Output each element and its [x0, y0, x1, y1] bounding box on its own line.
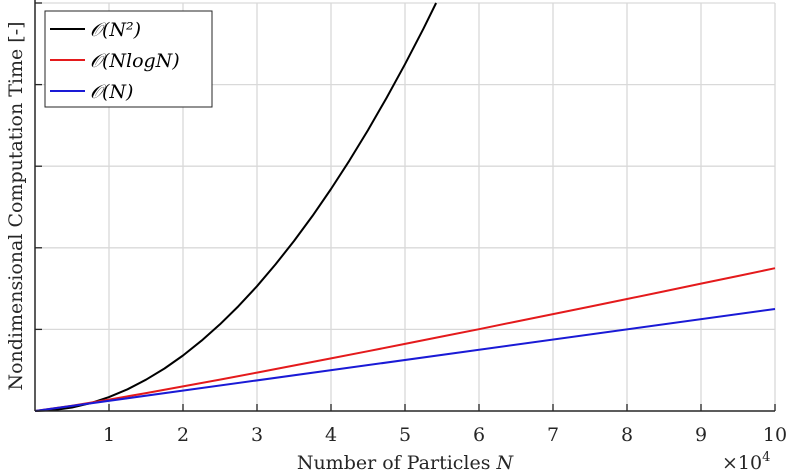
x-tick-label: 4: [325, 424, 337, 446]
series-line-2: [34, 308, 776, 412]
x-tick-labels: 1 2 3 4 5 6 7 8 9 10: [103, 424, 787, 446]
legend-entry: 𝒪(N²): [90, 19, 141, 41]
x-tick-label: 3: [251, 424, 263, 446]
x-tick-label: 6: [473, 424, 485, 446]
grid: [35, 2, 776, 411]
legend: 𝒪(N²) 𝒪(NlogN) 𝒪(N): [44, 10, 213, 108]
x-tick-label: 5: [399, 424, 411, 446]
x-tick-label: 10: [763, 424, 787, 446]
legend-entry: 𝒪(NlogN): [90, 50, 180, 72]
series-group: [34, 2, 776, 412]
y-axis-label: Nondimensional Computation Time [-]: [5, 21, 27, 390]
legend-entry: 𝒪(N): [90, 81, 133, 103]
x-axis-label: Number of Particles N: [297, 452, 515, 473]
x-tick-label: 9: [695, 424, 707, 446]
series-line-1: [34, 267, 776, 412]
x-tick-label: 1: [103, 424, 115, 446]
x-tick-label: 8: [621, 424, 633, 446]
x-tick-label: 2: [177, 424, 189, 446]
series-line-0: [34, 2, 437, 412]
x-multiplier: ×104: [722, 450, 770, 473]
x-tick-label: 7: [547, 424, 559, 446]
axes: [34, 0, 776, 412]
